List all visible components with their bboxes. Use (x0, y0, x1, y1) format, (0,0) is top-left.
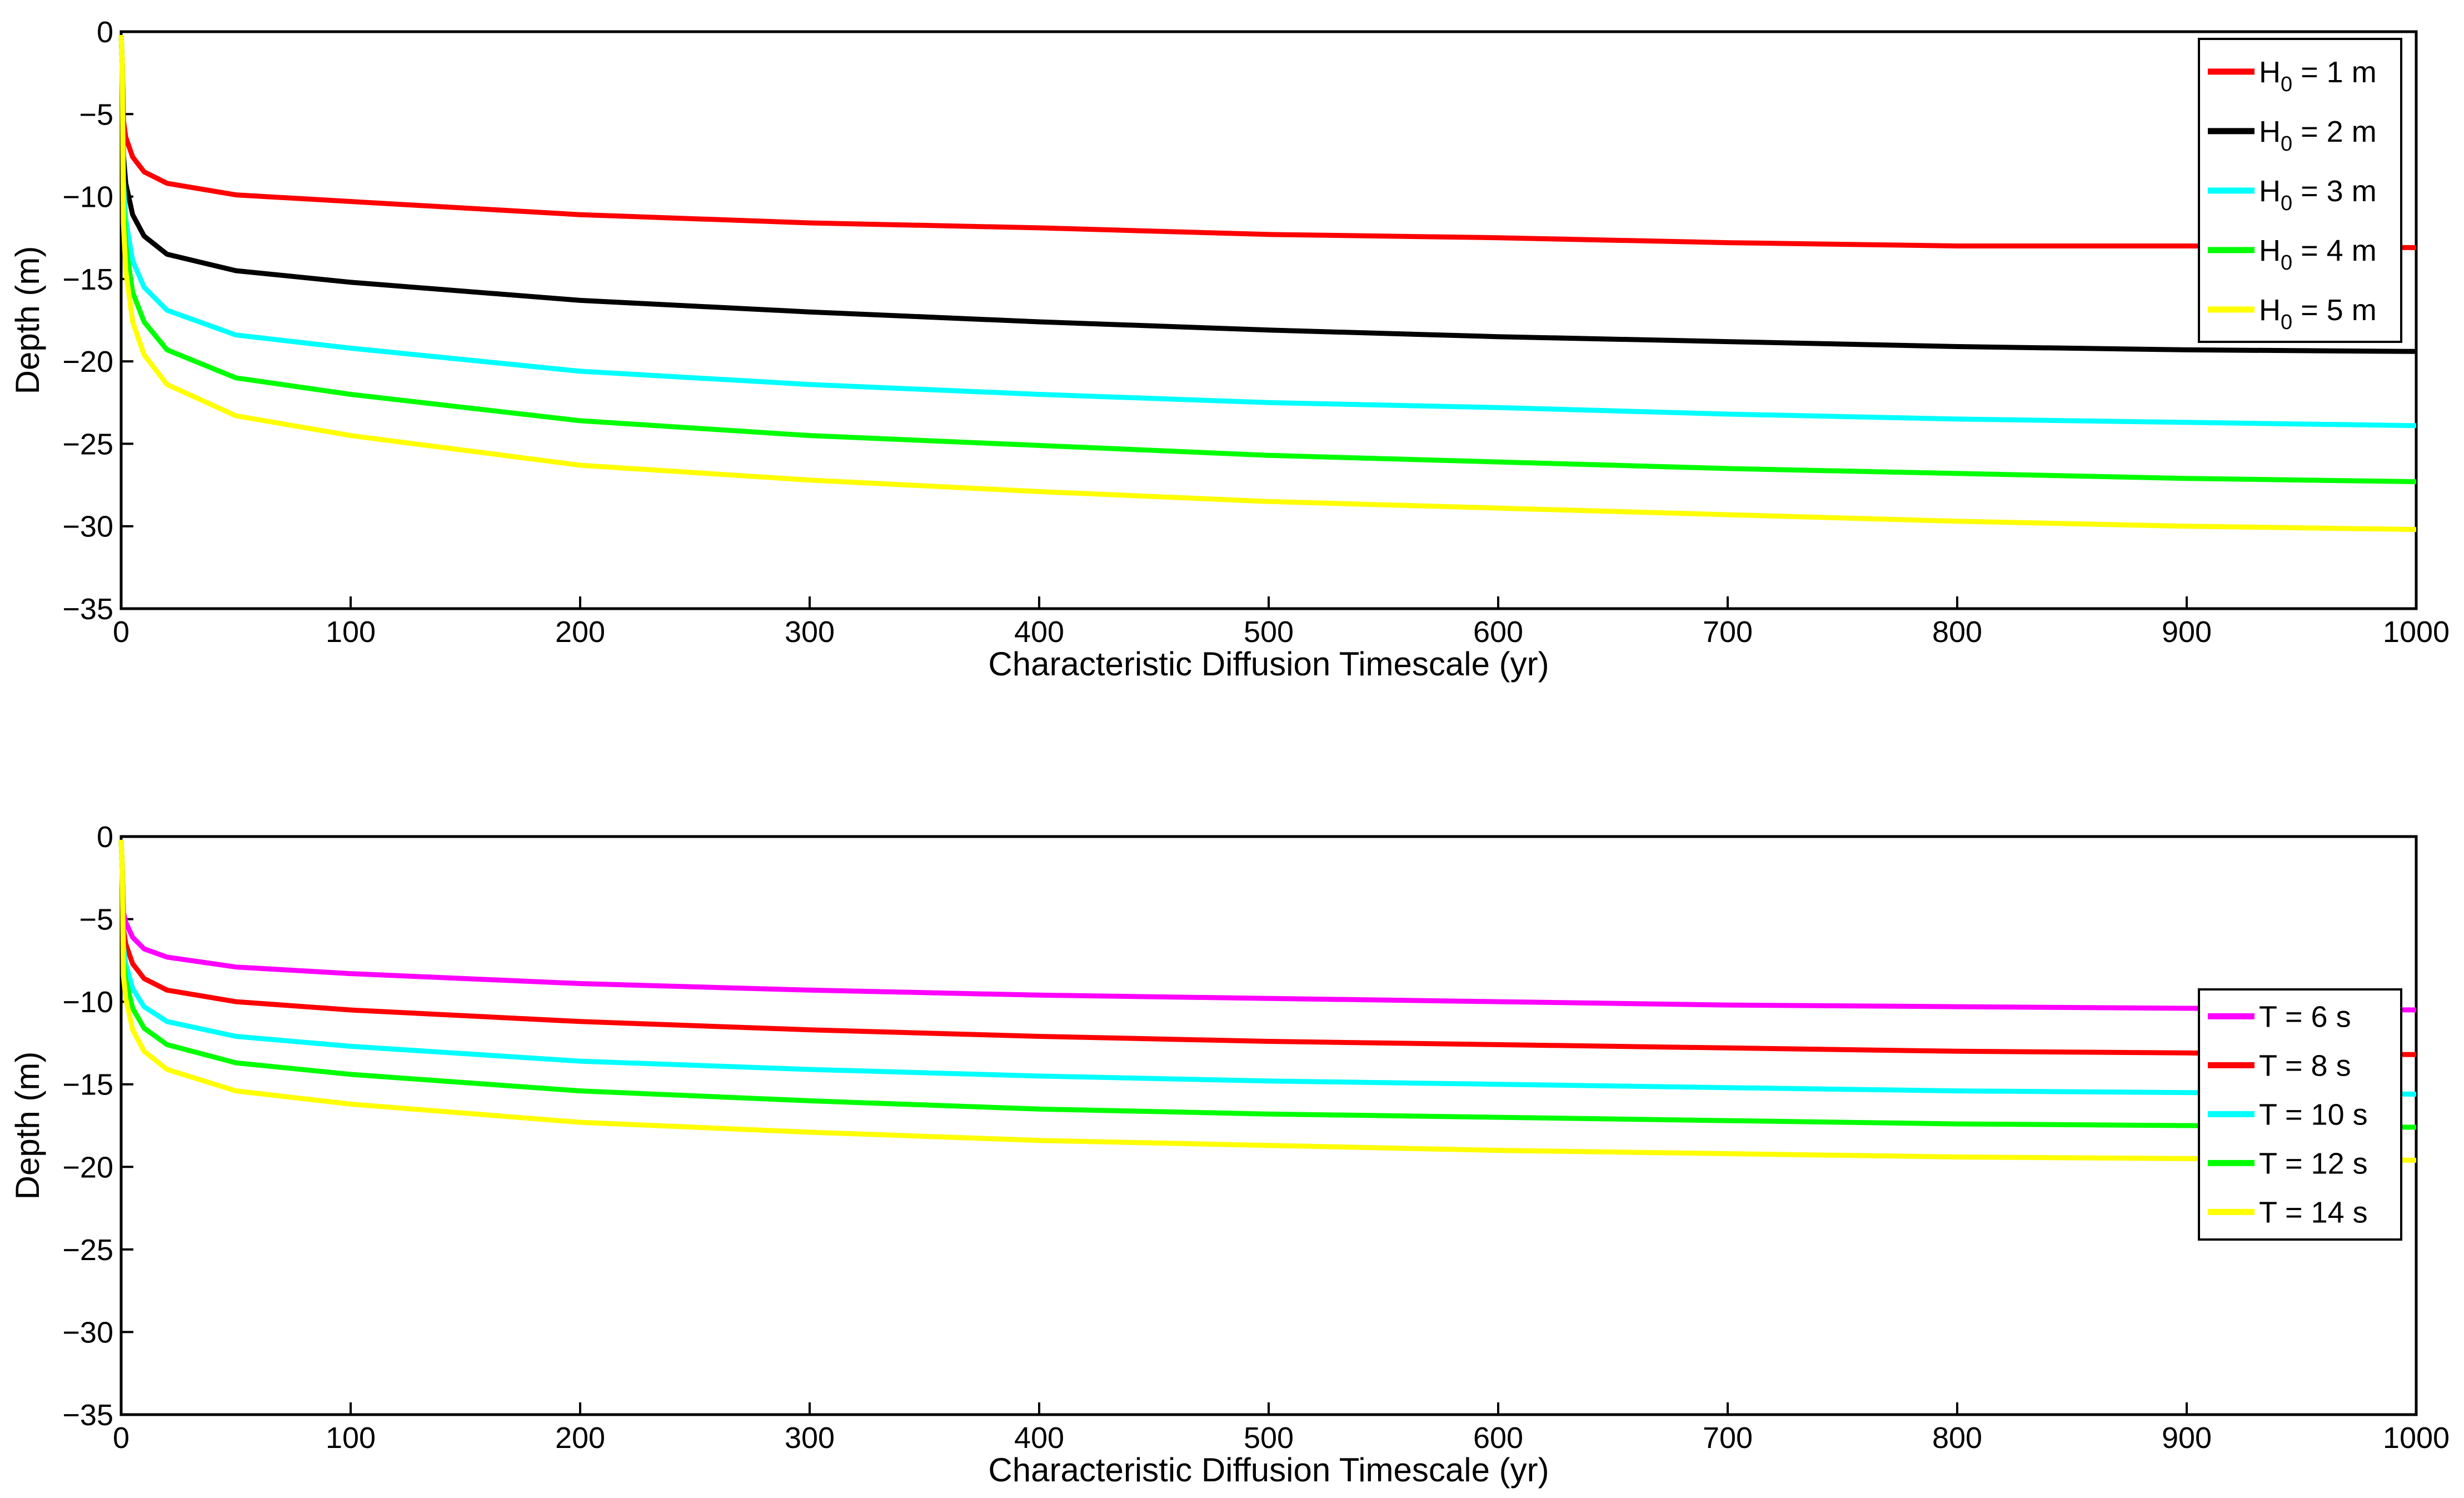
x-tick-label: 700 (1703, 1421, 1753, 1455)
y-tick-label: −35 (62, 593, 113, 626)
chart-wave-period: 0 100 200 300 400 500 600 700 800 900 1000 0 −5 −10 −1… (9, 820, 2450, 1489)
chart-wave-height: 0 100 200 300 400 500 600 700 800 900 1000 0 −5 −10 −1… (9, 16, 2450, 683)
x-tick-label: 800 (1932, 1421, 1982, 1455)
legend-entry: H0 = 5 m (2259, 293, 2377, 334)
legend-entry-text: T = 10 s (2259, 1098, 2368, 1131)
x-tick-label: 700 (1703, 615, 1753, 649)
legend-entry-text: T = 6 s (2259, 1000, 2351, 1033)
y-tick-label: −15 (62, 1068, 113, 1102)
x-tick-label: 600 (1473, 615, 1523, 649)
x-tick-label: 100 (326, 1421, 376, 1455)
legend-entry-text: H (2259, 234, 2281, 267)
legend-entry-text: T = 8 s (2259, 1049, 2351, 1082)
legend-entry-text: H (2259, 56, 2281, 89)
x-tick-label: 300 (785, 615, 835, 649)
y-tick-label: −20 (62, 1151, 113, 1184)
x-tick-label: 600 (1473, 1421, 1523, 1455)
legend-entry: T = 12 s (2259, 1147, 2368, 1180)
legend-entry-text: H (2259, 293, 2281, 327)
legend-entry: H0 = 3 m (2259, 175, 2377, 215)
legend-entry-text: T = 14 s (2259, 1196, 2368, 1229)
y-tick-label: −30 (62, 1316, 113, 1349)
legend-entry-text: H (2259, 175, 2281, 208)
legend-entry-text: T = 12 s (2259, 1147, 2368, 1180)
legend-entry-suffix: = 5 m (2292, 293, 2377, 327)
legend-entry: T = 14 s (2259, 1196, 2368, 1229)
x-tick-label: 0 (113, 1421, 129, 1455)
legend-entry-subscript: 0 (2281, 251, 2292, 275)
series-line (118, 839, 2417, 1163)
y-axis-label: Depth (m) (9, 246, 46, 395)
x-tick-label: 1000 (2383, 615, 2450, 649)
legend-entry-subscript: 0 (2281, 132, 2292, 156)
x-tick-label: 200 (555, 1421, 605, 1455)
x-tick-label: 200 (555, 615, 605, 649)
y-tick-label: −10 (62, 181, 113, 214)
legend-entry: H0 = 1 m (2259, 56, 2377, 96)
y-tick-label: 0 (97, 16, 113, 49)
x-tick-label: 900 (2162, 1421, 2212, 1455)
x-tick-label: 400 (1014, 615, 1064, 649)
legend-entry-suffix: = 4 m (2292, 234, 2377, 267)
x-tick-label: 400 (1014, 1421, 1064, 1455)
legend-entry: T = 6 s (2259, 1000, 2351, 1033)
legend-entry-suffix: = 3 m (2292, 175, 2377, 208)
x-tick-label: 100 (326, 615, 376, 649)
series-line (118, 34, 2417, 532)
y-tick-label: −5 (79, 903, 113, 937)
y-tick-label: −25 (62, 427, 113, 461)
x-axis-label: Characteristic Diffusion Timescale (yr) (988, 1451, 1549, 1489)
x-tick-label: 800 (1932, 615, 1982, 649)
x-tick-label: 500 (1244, 1421, 1294, 1455)
y-tick-label: −15 (62, 263, 113, 296)
legend-entry-suffix: = 2 m (2292, 115, 2377, 148)
y-tick-label: −35 (62, 1399, 113, 1432)
x-tick-label: 900 (2162, 615, 2212, 649)
y-tick-label: −5 (79, 98, 113, 131)
legend-entry: T = 10 s (2259, 1098, 2368, 1131)
legend-entry: H0 = 2 m (2259, 115, 2377, 156)
y-tick-label: −25 (62, 1233, 113, 1267)
x-tick-label: 300 (785, 1421, 835, 1455)
y-tick-label: −20 (62, 345, 113, 379)
legend-entry: H0 = 4 m (2259, 234, 2377, 275)
x-axis-label: Characteristic Diffusion Timescale (yr) (988, 645, 1549, 683)
legend-entry-text: H (2259, 115, 2281, 148)
y-tick-label: −30 (62, 510, 113, 544)
legend-entry-subscript: 0 (2281, 311, 2292, 334)
legend-entry-subscript: 0 (2281, 192, 2292, 215)
x-tick-label: 0 (113, 615, 129, 649)
y-tick-label: −10 (62, 986, 113, 1019)
y-axis-label: Depth (m) (9, 1052, 46, 1200)
y-tick-label: 0 (97, 820, 113, 854)
x-tick-label: 1000 (2383, 1421, 2450, 1455)
x-tick-label: 500 (1244, 615, 1294, 649)
legend-entry-subscript: 0 (2281, 73, 2292, 96)
legend-entry: T = 8 s (2259, 1049, 2351, 1082)
legend-entry-suffix: = 1 m (2292, 56, 2377, 89)
